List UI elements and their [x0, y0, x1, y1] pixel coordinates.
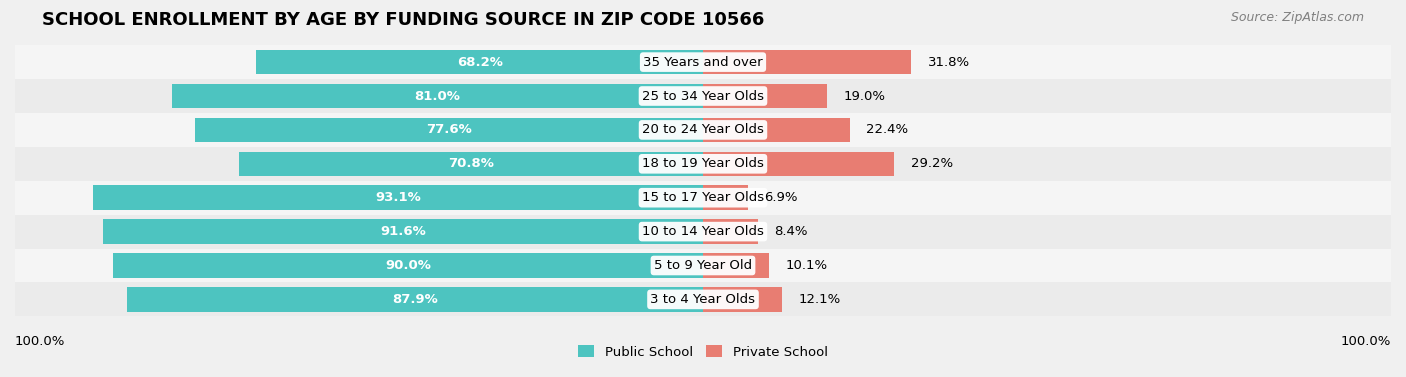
FancyBboxPatch shape — [15, 181, 1391, 215]
FancyBboxPatch shape — [703, 118, 849, 142]
FancyBboxPatch shape — [15, 113, 1391, 147]
FancyBboxPatch shape — [194, 118, 703, 142]
FancyBboxPatch shape — [703, 50, 911, 74]
Text: 5 to 9 Year Old: 5 to 9 Year Old — [654, 259, 752, 272]
Legend: Public School, Private School: Public School, Private School — [578, 345, 828, 359]
FancyBboxPatch shape — [256, 50, 703, 74]
FancyBboxPatch shape — [703, 185, 748, 210]
FancyBboxPatch shape — [127, 287, 703, 312]
FancyBboxPatch shape — [173, 84, 703, 108]
FancyBboxPatch shape — [15, 45, 1391, 79]
FancyBboxPatch shape — [15, 147, 1391, 181]
FancyBboxPatch shape — [703, 287, 782, 312]
Text: 19.0%: 19.0% — [844, 89, 886, 103]
FancyBboxPatch shape — [703, 219, 758, 244]
Text: 3 to 4 Year Olds: 3 to 4 Year Olds — [651, 293, 755, 306]
Text: 35 Years and over: 35 Years and over — [643, 56, 763, 69]
Text: 29.2%: 29.2% — [911, 157, 953, 170]
Text: 20 to 24 Year Olds: 20 to 24 Year Olds — [643, 123, 763, 136]
Text: 93.1%: 93.1% — [375, 191, 420, 204]
Text: 6.9%: 6.9% — [765, 191, 799, 204]
Text: 12.1%: 12.1% — [799, 293, 841, 306]
Text: 10 to 14 Year Olds: 10 to 14 Year Olds — [643, 225, 763, 238]
FancyBboxPatch shape — [15, 215, 1391, 248]
Text: 91.6%: 91.6% — [380, 225, 426, 238]
Text: 100.0%: 100.0% — [1341, 335, 1391, 348]
Text: 100.0%: 100.0% — [15, 335, 65, 348]
Text: 31.8%: 31.8% — [928, 56, 970, 69]
FancyBboxPatch shape — [239, 152, 703, 176]
FancyBboxPatch shape — [703, 253, 769, 278]
Text: 18 to 19 Year Olds: 18 to 19 Year Olds — [643, 157, 763, 170]
Text: 15 to 17 Year Olds: 15 to 17 Year Olds — [643, 191, 763, 204]
Text: 90.0%: 90.0% — [385, 259, 432, 272]
Text: 87.9%: 87.9% — [392, 293, 437, 306]
Text: SCHOOL ENROLLMENT BY AGE BY FUNDING SOURCE IN ZIP CODE 10566: SCHOOL ENROLLMENT BY AGE BY FUNDING SOUR… — [42, 11, 765, 29]
FancyBboxPatch shape — [703, 152, 894, 176]
FancyBboxPatch shape — [103, 219, 703, 244]
Text: 8.4%: 8.4% — [775, 225, 808, 238]
FancyBboxPatch shape — [15, 282, 1391, 316]
Text: 70.8%: 70.8% — [449, 157, 494, 170]
Text: 81.0%: 81.0% — [415, 89, 461, 103]
Text: 22.4%: 22.4% — [866, 123, 908, 136]
Text: 10.1%: 10.1% — [786, 259, 828, 272]
FancyBboxPatch shape — [15, 79, 1391, 113]
FancyBboxPatch shape — [93, 185, 703, 210]
Text: 25 to 34 Year Olds: 25 to 34 Year Olds — [643, 89, 763, 103]
Text: 68.2%: 68.2% — [457, 56, 502, 69]
Text: 77.6%: 77.6% — [426, 123, 471, 136]
FancyBboxPatch shape — [15, 248, 1391, 282]
FancyBboxPatch shape — [703, 84, 828, 108]
Text: Source: ZipAtlas.com: Source: ZipAtlas.com — [1230, 11, 1364, 24]
FancyBboxPatch shape — [114, 253, 703, 278]
